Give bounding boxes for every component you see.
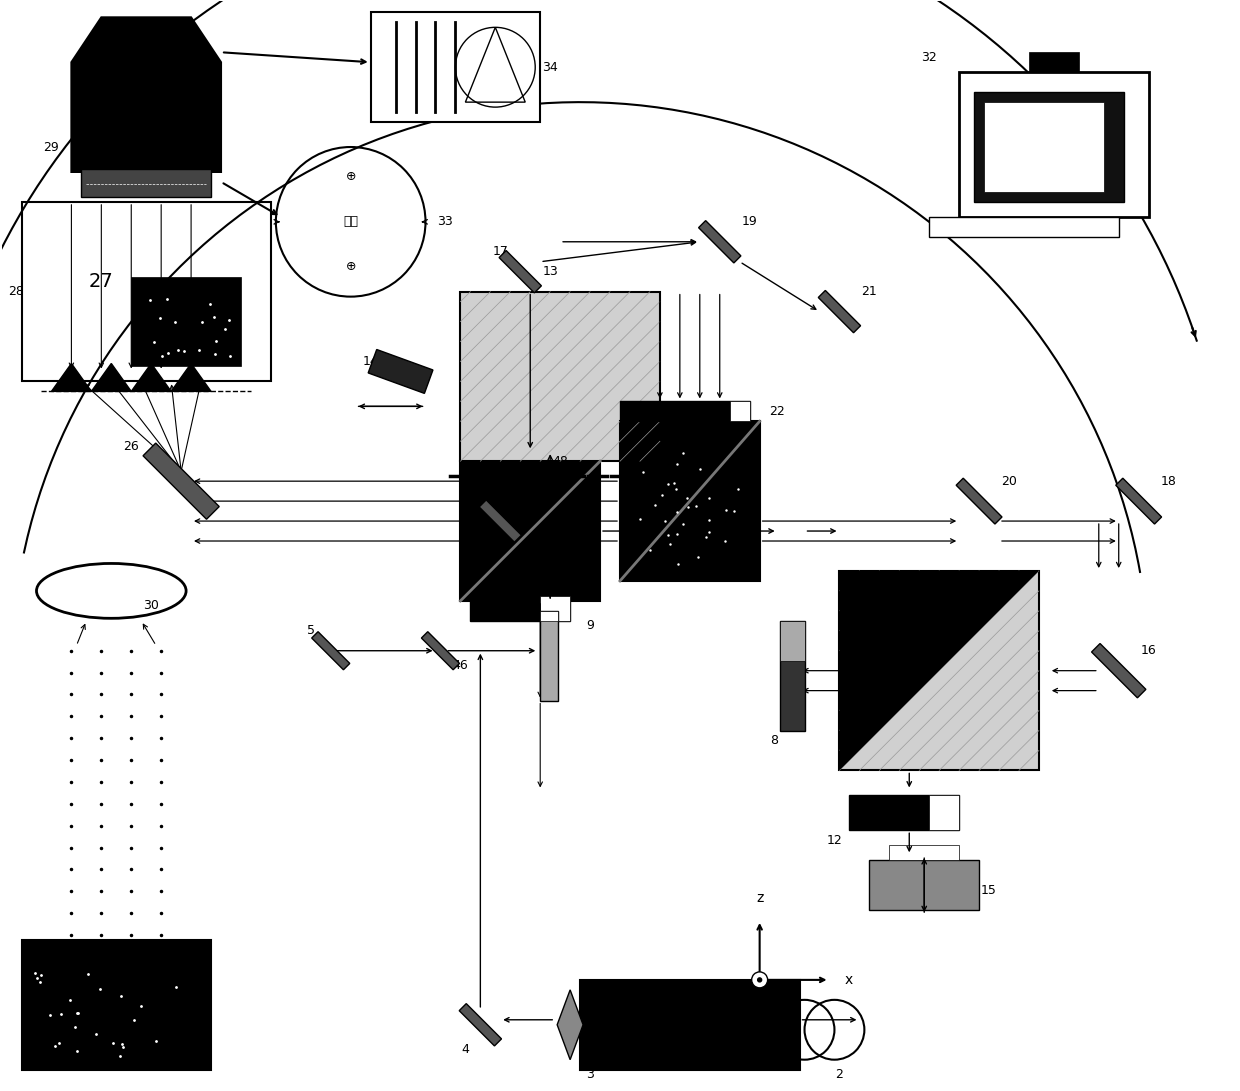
Bar: [460, 461, 600, 601]
Text: 9: 9: [587, 620, 594, 633]
Polygon shape: [1091, 644, 1146, 698]
Polygon shape: [479, 500, 522, 542]
Bar: [929, 795, 959, 830]
Bar: [889, 846, 959, 860]
Text: 29: 29: [43, 141, 60, 154]
Ellipse shape: [36, 563, 186, 619]
Text: 21: 21: [862, 285, 877, 298]
Text: 28: 28: [9, 285, 25, 298]
Text: 32: 32: [921, 51, 937, 63]
Polygon shape: [818, 290, 861, 333]
Polygon shape: [1116, 478, 1162, 524]
Text: 3: 3: [587, 1068, 594, 1081]
Text: 入瞳: 入瞳: [343, 215, 358, 228]
Text: 12: 12: [827, 834, 842, 847]
Text: 13: 13: [542, 265, 558, 278]
Bar: [21, 940, 211, 1069]
Polygon shape: [72, 17, 221, 172]
Bar: [780, 621, 805, 661]
Text: 18: 18: [1161, 475, 1177, 488]
Text: 48: 48: [552, 455, 568, 468]
Bar: [839, 571, 1039, 770]
Text: 47: 47: [522, 529, 538, 542]
Text: z: z: [756, 891, 764, 906]
Bar: [849, 795, 959, 830]
Text: x: x: [844, 973, 853, 987]
Polygon shape: [368, 349, 433, 394]
Text: 14: 14: [363, 355, 378, 368]
Polygon shape: [459, 1004, 501, 1046]
Bar: [620, 421, 760, 580]
Bar: [131, 277, 241, 367]
Polygon shape: [698, 220, 742, 263]
Bar: [541, 611, 558, 621]
Polygon shape: [839, 571, 1039, 770]
Text: 26: 26: [123, 440, 139, 453]
Bar: [729, 401, 750, 421]
Polygon shape: [311, 632, 350, 670]
Polygon shape: [171, 363, 211, 392]
Text: 15: 15: [981, 884, 997, 897]
Bar: [460, 291, 660, 461]
Text: 30: 30: [144, 599, 159, 612]
Bar: [975, 92, 1123, 202]
Bar: [82, 169, 211, 196]
Text: 16: 16: [1141, 644, 1157, 657]
Text: 22: 22: [770, 405, 785, 418]
Polygon shape: [131, 363, 171, 392]
Text: ⊕: ⊕: [346, 261, 356, 273]
Text: 46: 46: [453, 659, 469, 672]
Bar: [780, 621, 805, 731]
Text: 2: 2: [836, 1068, 843, 1081]
Bar: [371, 12, 541, 122]
Polygon shape: [51, 363, 92, 392]
Polygon shape: [956, 478, 1002, 524]
Bar: [541, 611, 558, 700]
Polygon shape: [557, 990, 583, 1059]
Bar: [929, 217, 1118, 237]
Bar: [1029, 52, 1079, 72]
Bar: [541, 596, 570, 621]
Bar: [985, 103, 1104, 192]
Bar: [620, 401, 750, 421]
Text: 27: 27: [89, 272, 114, 291]
Text: 6: 6: [526, 579, 534, 592]
Polygon shape: [498, 251, 542, 292]
Circle shape: [751, 972, 768, 987]
Polygon shape: [143, 443, 219, 519]
Text: y: y: [735, 991, 744, 1005]
Text: 19: 19: [742, 215, 758, 228]
Text: 8: 8: [770, 734, 779, 747]
Polygon shape: [92, 363, 131, 392]
Bar: [580, 980, 800, 1069]
Text: 17: 17: [492, 245, 508, 259]
Bar: [869, 860, 980, 910]
Text: 5: 5: [306, 624, 315, 637]
Text: 34: 34: [542, 61, 558, 74]
Bar: [470, 596, 570, 621]
Text: 20: 20: [1001, 475, 1017, 488]
Text: 4: 4: [461, 1043, 469, 1056]
Circle shape: [758, 978, 761, 982]
Text: 33: 33: [438, 215, 454, 228]
Text: ⊕: ⊕: [346, 170, 356, 183]
Bar: [21, 202, 270, 382]
Bar: [959, 72, 1148, 217]
Polygon shape: [422, 632, 460, 670]
